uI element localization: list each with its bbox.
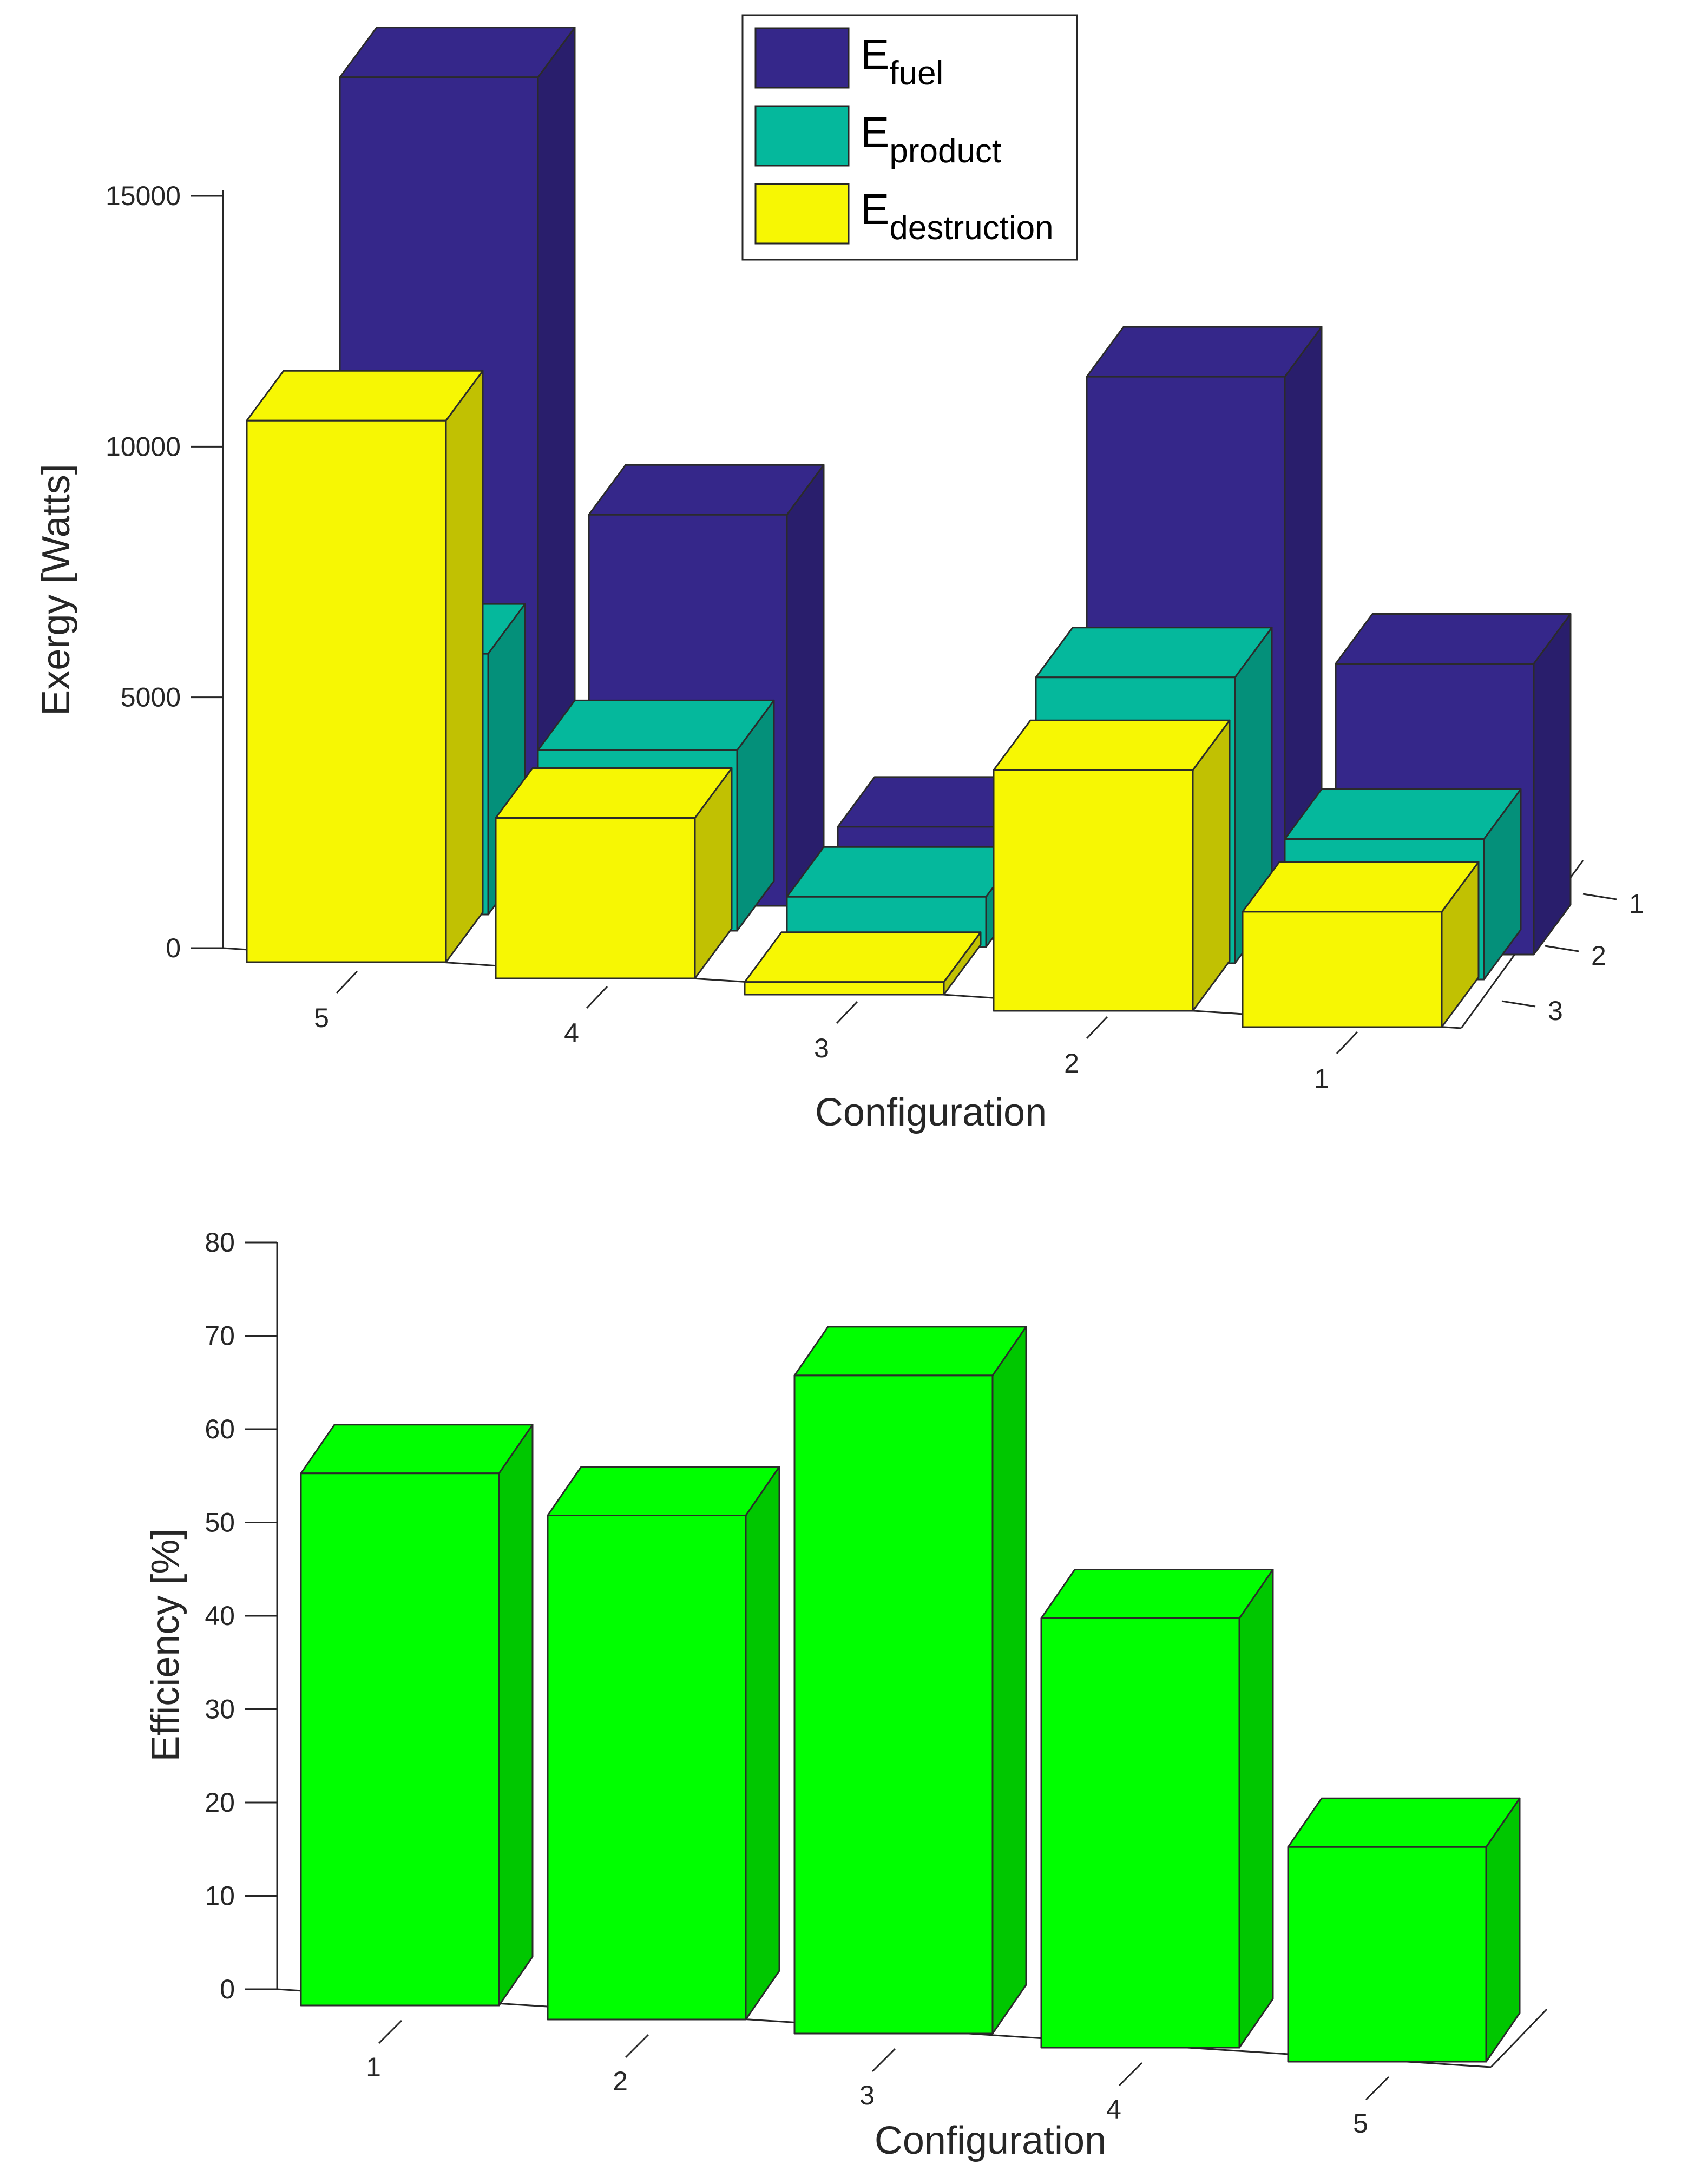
- exergy-x-tick-4: 4: [564, 1018, 579, 1048]
- efficiency-y-axis-title: Efficiency [%]: [144, 1529, 187, 1762]
- exergy-y-tick-labels: 0 5000 10000 15000: [106, 181, 181, 963]
- exergy-y-tick-2: 10000: [106, 431, 181, 462]
- bar-destruction-config-3: [744, 931, 982, 996]
- exergy-depth-tick-labels: 1 2 3: [1548, 889, 1644, 1026]
- exergy-y-tick-1: 5000: [121, 682, 181, 713]
- efficiency-y-tick-7: 70: [205, 1321, 235, 1351]
- bar-destruction-config-5: [246, 370, 484, 963]
- bar-efficiency-config-2: [547, 1466, 780, 2021]
- efficiency-x-tick-1: 1: [366, 2052, 381, 2082]
- efficiency-y-tick-2: 20: [205, 1787, 235, 1818]
- exergy-chart: 0 5000 10000 15000 5 4 3 2 1 1 2 3 Confi…: [35, 14, 1644, 1134]
- efficiency-y-tick-6: 60: [205, 1414, 235, 1444]
- svg-text:Efuel: Efuel: [861, 30, 943, 92]
- legend-label-fuel-main: E: [861, 30, 889, 78]
- exergy-depth-tick-1: 1: [1629, 889, 1644, 919]
- exergy-y-axis-title: Exergy [Watts]: [35, 464, 78, 715]
- efficiency-chart-bars: [300, 1326, 1521, 2063]
- legend-swatch-product: [754, 105, 850, 167]
- efficiency-y-tick-8: 80: [205, 1227, 235, 1258]
- svg-text:Edestruction: Edestruction: [861, 185, 1054, 247]
- bar-destruction-config-4: [495, 767, 733, 979]
- exergy-chart-bars: [246, 27, 1572, 1028]
- legend-label-fuel-sub: fuel: [889, 55, 943, 92]
- efficiency-y-tick-3: 30: [205, 1694, 235, 1725]
- legend-entry-destruction: Edestruction: [754, 183, 1054, 247]
- efficiency-y-tick-0: 0: [220, 1974, 235, 2004]
- efficiency-x-tick-4: 4: [1106, 2094, 1121, 2124]
- bar-destruction-config-2: [993, 719, 1231, 1012]
- exergy-depth-tick-3: 3: [1548, 996, 1563, 1026]
- bar-efficiency-config-5: [1287, 1797, 1521, 2063]
- legend-entry-product: Eproduct: [754, 105, 1001, 170]
- efficiency-chart: 0 10 20 30 40 50 60 70 80 1 2 3 4 5 Conf…: [144, 1227, 1548, 2162]
- exergy-y-tick-0: 0: [166, 933, 181, 963]
- efficiency-x-tick-labels: 1 2 3 4 5: [366, 2052, 1368, 2139]
- exergy-x-tick-labels: 5 4 3 2 1: [314, 1003, 1329, 1094]
- bar-destruction-config-1: [1242, 861, 1480, 1028]
- exergy-x-tick-3: 3: [814, 1033, 829, 1063]
- efficiency-y-tick-5: 50: [205, 1508, 235, 1538]
- legend-label-destruction-main: E: [861, 185, 889, 233]
- exergy-x-tick-2: 2: [1064, 1048, 1079, 1078]
- exergy-y-tick-3: 15000: [106, 181, 181, 211]
- exergy-x-tick-1: 1: [1314, 1063, 1329, 1094]
- legend-entry-fuel: Efuel: [754, 27, 943, 92]
- bar-efficiency-config-4: [1040, 1569, 1274, 2049]
- legend-label-product-main: E: [861, 108, 889, 156]
- legend-swatch-destruction: [754, 183, 850, 245]
- bar-efficiency-config-1: [300, 1424, 534, 2007]
- efficiency-x-tick-2: 2: [613, 2066, 628, 2096]
- efficiency-x-tick-3: 3: [859, 2080, 875, 2110]
- efficiency-x-tick-5: 5: [1353, 2108, 1368, 2139]
- exergy-depth-tick-2: 2: [1591, 940, 1606, 971]
- bar-efficiency-config-3: [793, 1326, 1027, 2035]
- legend-swatch-fuel: [754, 27, 850, 89]
- legend-label-destruction-sub: destruction: [889, 209, 1053, 247]
- exergy-x-axis-title: Configuration: [815, 1091, 1047, 1134]
- legend-label-product-sub: product: [889, 133, 1001, 170]
- svg-text:Eproduct: Eproduct: [861, 108, 1001, 170]
- efficiency-y-tick-4: 40: [205, 1601, 235, 1631]
- efficiency-y-tick-labels: 0 10 20 30 40 50 60 70 80: [205, 1227, 235, 2004]
- efficiency-y-tick-1: 10: [205, 1881, 235, 1911]
- exergy-legend[interactable]: Efuel Eproduct Edestruction: [741, 14, 1078, 261]
- exergy-x-tick-5: 5: [314, 1003, 329, 1033]
- efficiency-x-axis-title: Configuration: [875, 2119, 1106, 2162]
